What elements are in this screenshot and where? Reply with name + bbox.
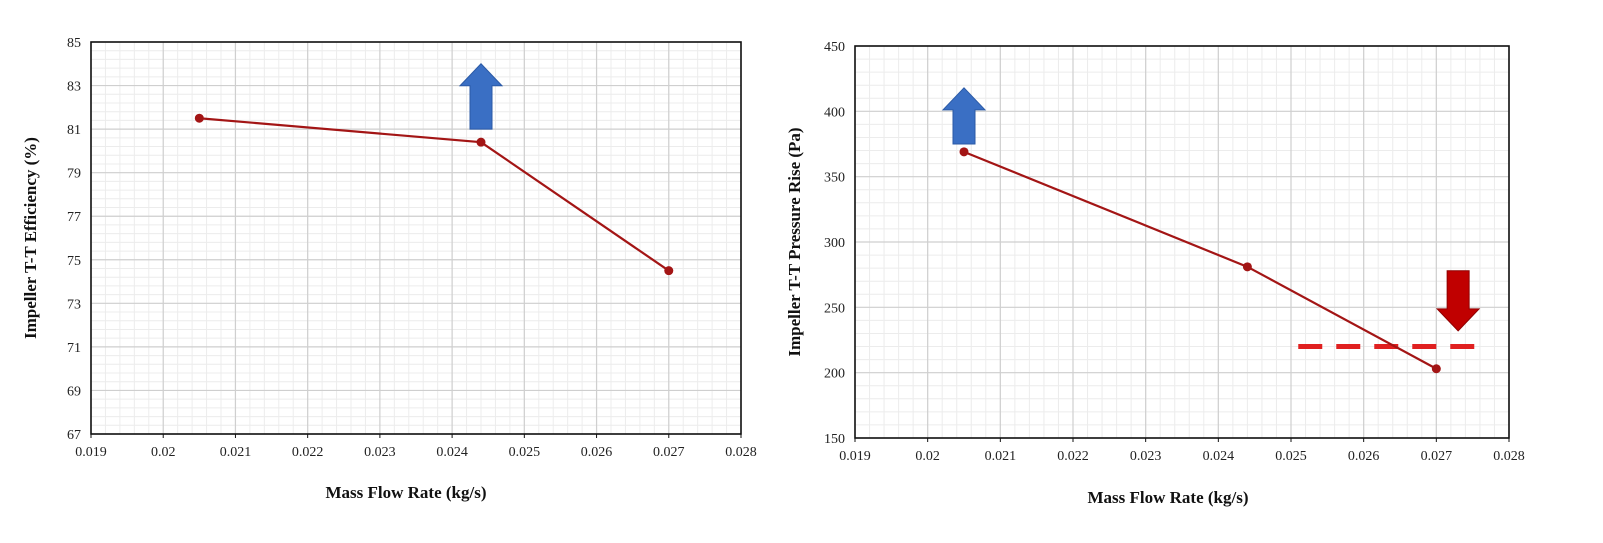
x-tick-label: 0.02 (915, 449, 940, 464)
y-tick-label: 83 (67, 80, 81, 95)
x-tick-label: 0.02 (151, 445, 176, 460)
x-tick-label: 0.023 (364, 445, 396, 460)
data-point (664, 266, 674, 276)
y-tick-label: 75 (67, 254, 81, 269)
arrow-down-icon (1435, 270, 1481, 332)
y-tick-label: 450 (824, 40, 845, 55)
pressure-rise-chart: 0.019 0.02 0.021 0.022 0.023 0.024 0.025 0.026 0… (770, 0, 1603, 539)
y-tick-label: 69 (67, 384, 81, 399)
x-axis-title: Mass Flow Rate (kg/s) (1087, 488, 1248, 507)
efficiency-chart-svg: 0.019 0.02 0.021 0.022 0.023 0.024 0.025 0.026 0… (21, 36, 757, 502)
x-tick-label: 0.025 (1275, 449, 1307, 464)
series-line (199, 117, 670, 272)
y-tick-label: 400 (824, 105, 845, 120)
x-tick-label: 0.026 (1348, 449, 1380, 464)
y-tick-label: 79 (67, 167, 81, 182)
y-tick-label: 73 (67, 297, 81, 312)
x-tick-label: 0.027 (1421, 449, 1453, 464)
y-axis-title: Impeller T-T Efficiency (%) (21, 137, 40, 339)
x-tick-label: 0.027 (653, 445, 685, 460)
x-tick-label: 0.023 (1130, 449, 1162, 464)
x-tick-label: 0.019 (75, 445, 107, 460)
efficiency-chart: 0.019 0.02 0.021 0.022 0.023 0.024 0.025 0.026 0… (0, 0, 800, 539)
data-point (959, 147, 969, 157)
series-line (963, 150, 1437, 370)
x-tick-label: 0.024 (1203, 449, 1235, 464)
y-tick-label: 77 (67, 210, 81, 225)
plot-frame (90, 41, 742, 435)
x-tick-label: 0.028 (1493, 449, 1525, 464)
x-tick-label: 0.022 (292, 445, 324, 460)
data-point (1242, 262, 1252, 272)
data-point (194, 113, 204, 123)
x-tick-label: 0.021 (985, 449, 1017, 464)
data-point (476, 137, 486, 147)
x-tick-label: 0.019 (839, 449, 871, 464)
x-tick-label: 0.025 (509, 445, 541, 460)
y-tick-label: 71 (67, 341, 81, 356)
pressure-rise-chart-svg: 0.019 0.02 0.021 0.022 0.023 0.024 0.025 0.026 0… (785, 40, 1525, 507)
y-axis-title: Impeller T-T Pressure Rise (Pa) (785, 127, 804, 356)
arrow-up-icon (941, 87, 987, 145)
y-tick-label: 81 (67, 123, 81, 138)
x-tick-label: 0.024 (436, 445, 468, 460)
plot-frame (854, 45, 1510, 439)
x-tick-label: 0.026 (581, 445, 613, 460)
arrow-up-icon (458, 63, 504, 130)
x-tick-label: 0.028 (725, 445, 757, 460)
x-tick-label: 0.022 (1057, 449, 1089, 464)
x-axis-title: Mass Flow Rate (kg/s) (325, 483, 486, 502)
x-tick-label: 0.021 (220, 445, 252, 460)
y-tick-label: 300 (824, 236, 845, 251)
y-tick-label: 250 (824, 301, 845, 316)
y-tick-label: 350 (824, 171, 845, 186)
y-tick-label: 150 (824, 432, 845, 447)
y-tick-label: 67 (67, 428, 81, 443)
y-tick-label: 200 (824, 367, 845, 382)
grid (90, 41, 742, 435)
data-point (1431, 364, 1441, 374)
y-tick-label: 85 (67, 36, 81, 51)
